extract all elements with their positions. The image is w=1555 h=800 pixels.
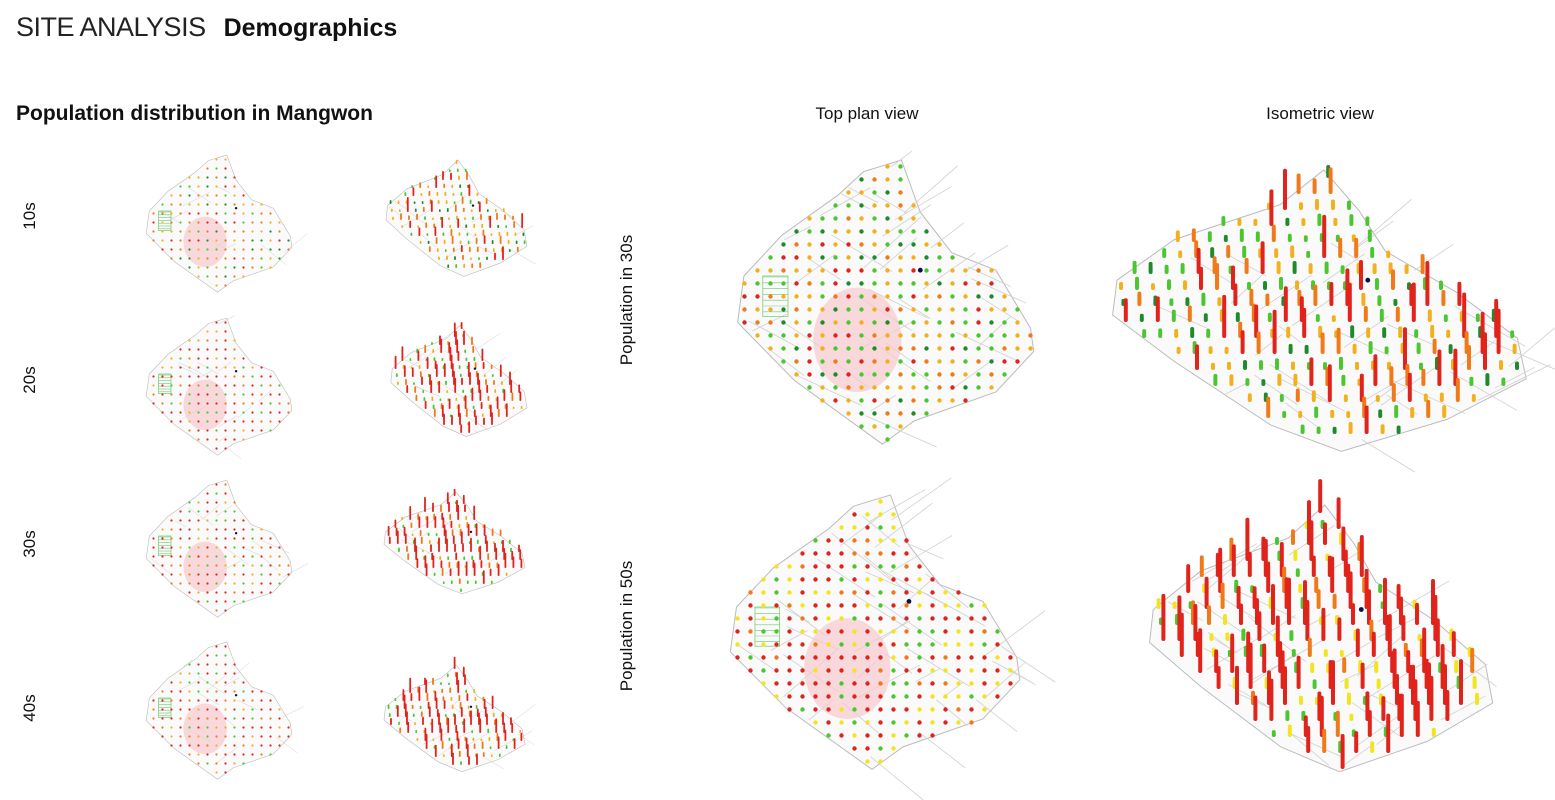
row-label-20s: 20s (20, 366, 39, 394)
map-plan-30s (140, 479, 309, 620)
section-label: SITE ANALYSIS (16, 12, 206, 42)
row-label-40s: 40s (20, 694, 39, 722)
map-plan-20s (140, 315, 295, 459)
map-plan-40s (140, 641, 304, 782)
page-title: Demographics (223, 14, 398, 42)
row-label-30s: 30s (20, 530, 39, 558)
map-iso-population-30s (1095, 164, 1555, 473)
map-iso-20s (385, 321, 530, 440)
map-plan-10s (140, 154, 308, 295)
left-panel-title: Population distribution in Mangwon (16, 102, 373, 125)
map-iso-population-50s (1135, 479, 1500, 780)
row-label-population-30s: Population in 30s (617, 234, 636, 366)
row-label-population-50s: Population in 50s (617, 560, 636, 692)
row-label-10s: 10s (20, 202, 39, 230)
page-header: SITE ANALYSIS Demographics (16, 12, 397, 52)
map-iso-40s (378, 656, 536, 775)
map-iso-30s (378, 488, 528, 597)
map-plan-population-30s (725, 150, 1040, 450)
map-plan-population-50s (718, 477, 1056, 800)
iso-view-heading: Isometric view (1266, 104, 1374, 123)
map-iso-10s (380, 159, 536, 280)
plan-view-heading: Top plan view (815, 104, 919, 123)
